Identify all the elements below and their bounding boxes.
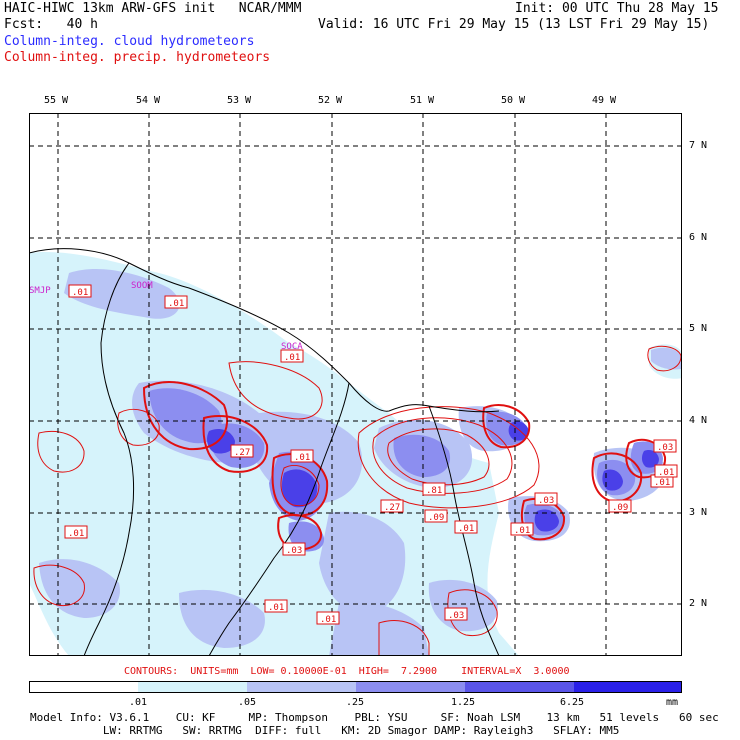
field-precip-label: Column-integ. precip. hydrometeors xyxy=(4,50,271,65)
contour-label: .03 xyxy=(653,439,677,453)
colorbar-unit: mm xyxy=(666,697,679,708)
contours-legend: CONTOURS: UNITS=mm LOW= 0.10000E-01 HIGH… xyxy=(124,666,570,677)
init-time: Init: 00 UTC Thu 28 May 15 xyxy=(515,1,719,16)
field-cloud-label: Column-integ. cloud hydrometeors xyxy=(4,34,255,49)
contour-label: .01 xyxy=(264,599,288,613)
colorbar-tick: 1.25 xyxy=(451,697,476,708)
valid-time: Valid: 16 UTC Fri 29 May 15 (13 LST Fri … xyxy=(318,17,710,32)
contour-label: .27 xyxy=(230,444,254,458)
lon-label-55w: 55 W xyxy=(44,95,69,106)
model-info-line1: Model Info: V3.6.1 CU: KF MP: Thompson P… xyxy=(30,711,719,724)
lat-label-5n: 5 N xyxy=(689,323,708,334)
forecast-hour: Fcst: 40 h xyxy=(4,17,98,32)
colorbar-tick: .05 xyxy=(238,697,257,708)
contour-label: .03 xyxy=(534,492,558,506)
colorbar-tick: 6.25 xyxy=(560,697,585,708)
lon-label-51w: 51 W xyxy=(410,95,435,106)
lon-label-53w: 53 W xyxy=(227,95,252,106)
svg-text:.09: .09 xyxy=(428,513,444,523)
svg-text:.01: .01 xyxy=(514,526,530,536)
lon-label-54w: 54 W xyxy=(136,95,161,106)
contour-label: .01 xyxy=(290,449,314,463)
svg-text:.01: .01 xyxy=(458,524,474,534)
lat-label-4n: 4 N xyxy=(689,415,708,426)
svg-text:.03: .03 xyxy=(538,496,554,506)
svg-text:.01: .01 xyxy=(72,288,88,298)
station-smjp: SMJP xyxy=(29,286,51,296)
contour-label: .09 xyxy=(608,499,632,513)
svg-text:.01: .01 xyxy=(658,468,674,478)
lat-label-2n: 2 N xyxy=(689,598,708,609)
model-info-line2: LW: RRTMG SW: RRTMG DIFF: full KM: 2D Sm… xyxy=(30,724,620,737)
svg-text:.01: .01 xyxy=(294,453,310,463)
contour-label: .09 xyxy=(424,509,448,523)
colorbar-tick: .25 xyxy=(346,697,365,708)
station-soca: SOCA xyxy=(281,342,303,352)
svg-text:.09: .09 xyxy=(612,503,628,513)
contour-label: .27 xyxy=(380,499,404,513)
contour-label: .81 xyxy=(422,482,446,496)
station-soom: SOOM xyxy=(131,281,153,291)
plot-title: HAIC-HIWC 13km ARW-GFS init NCAR/MMM xyxy=(4,1,302,16)
contour-label: .01 xyxy=(64,525,88,539)
colorbar-tick: .01 xyxy=(129,697,148,708)
lat-lon-grid xyxy=(29,113,682,656)
contour-label: .01 xyxy=(316,611,340,625)
svg-text:.03: .03 xyxy=(657,443,673,453)
contour-label: .01 xyxy=(454,520,478,534)
svg-text:.01: .01 xyxy=(654,478,670,488)
svg-text:.03: .03 xyxy=(286,546,302,556)
lat-label-7n: 7 N xyxy=(689,140,708,151)
svg-text:.03: .03 xyxy=(448,611,464,621)
contour-labels: .01 .01 .01 .27 .01 .01 .27 .81 .09 .01 … xyxy=(64,284,678,625)
contour-label: .03 xyxy=(444,607,468,621)
contour-label: .01 xyxy=(280,349,304,363)
color-bar xyxy=(29,681,682,693)
svg-text:.01: .01 xyxy=(320,615,336,625)
svg-text:.01: .01 xyxy=(168,299,184,309)
svg-text:.27: .27 xyxy=(234,448,250,458)
contour-label: .03 xyxy=(282,542,306,556)
svg-text:.81: .81 xyxy=(426,486,442,496)
contour-label: .01 xyxy=(510,522,534,536)
contour-label: .01 xyxy=(68,284,92,298)
lat-label-6n: 6 N xyxy=(689,232,708,243)
lat-label-3n: 3 N xyxy=(689,507,708,518)
svg-text:.27: .27 xyxy=(384,503,400,513)
lon-label-50w: 50 W xyxy=(501,95,526,106)
svg-text:.01: .01 xyxy=(284,353,300,363)
map-panel: SMJP SOOM SOCA .01 .01 .01 .27 .01 .01 .… xyxy=(29,113,682,656)
svg-text:.01: .01 xyxy=(68,529,84,539)
contour-label: .01 xyxy=(164,295,188,309)
precip-contours xyxy=(33,345,682,656)
lon-label-52w: 52 W xyxy=(318,95,343,106)
svg-text:.01: .01 xyxy=(268,603,284,613)
contour-label: .01 xyxy=(654,464,678,478)
cloud-fill-core xyxy=(207,421,659,532)
lon-label-49w: 49 W xyxy=(592,95,617,106)
